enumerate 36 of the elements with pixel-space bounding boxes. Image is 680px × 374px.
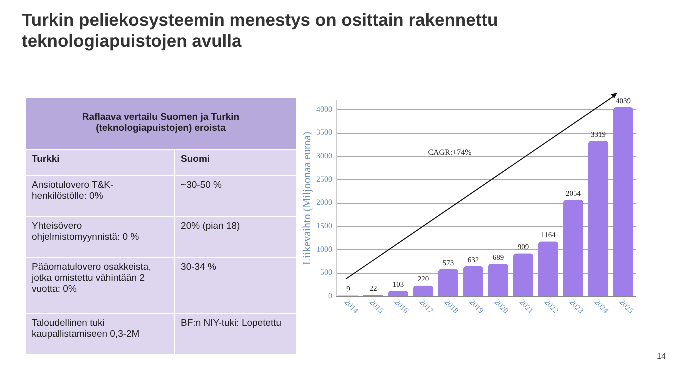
bar <box>438 269 458 296</box>
bar <box>614 108 634 296</box>
bar <box>588 141 608 296</box>
y-tick-label: 3500 <box>316 128 332 138</box>
y-tick-label: 2500 <box>316 174 332 184</box>
y-tick-label: 1500 <box>316 222 332 230</box>
y-tick-label: 4000 <box>316 104 332 114</box>
bar <box>388 291 408 296</box>
y-tick-label: 0 <box>328 292 332 300</box>
y-axis-title: Liikevaihto (Miljoonaa euroa) <box>302 132 314 266</box>
chart-title: Turkin peliekosysteemin menestys on osittain rakennettu teknologiapuistojen avulla <box>22 10 500 52</box>
bar <box>538 242 558 296</box>
x-tick-label: 2019 <box>468 298 486 316</box>
text: Ansiotulovero T&K-henkilöstölle: 0% <box>26 176 175 217</box>
text: Raflaava vertailu Suomen ja Turkin (teknologiapuistojen) eroista <box>26 98 296 150</box>
bar <box>514 254 534 296</box>
text: 20% (pian 18) <box>174 216 296 258</box>
y-tick-label: 2000 <box>316 198 332 208</box>
annotation: CAGR:+74% <box>428 148 472 157</box>
x-tick-label: 2017 <box>418 298 436 316</box>
text: BF:n NIY-tuki: Lopetettu <box>174 313 296 354</box>
text: Taloudellinen tuki kaupallistamiseen 0,3-2M <box>26 313 175 354</box>
bar <box>488 264 508 296</box>
text: ~30-50 % <box>174 176 296 217</box>
bar <box>564 200 584 296</box>
text: Pääomatulovero osakkeista, jotka omistettu vähintään 2 vuotta: 0% <box>26 258 175 314</box>
bar <box>414 286 434 296</box>
text: Turkki <box>26 149 175 176</box>
text: 30-34 % <box>174 258 296 314</box>
text: Yhteisövero ohjelmistomyynnistä: 0 % <box>26 216 175 258</box>
y-tick-label: 500 <box>320 268 332 278</box>
text: Suomi <box>174 149 296 176</box>
bar <box>464 266 484 296</box>
y-tick-label: 3000 <box>316 152 332 160</box>
y-tick-label: 1000 <box>316 244 332 254</box>
text: 14 <box>657 352 666 361</box>
